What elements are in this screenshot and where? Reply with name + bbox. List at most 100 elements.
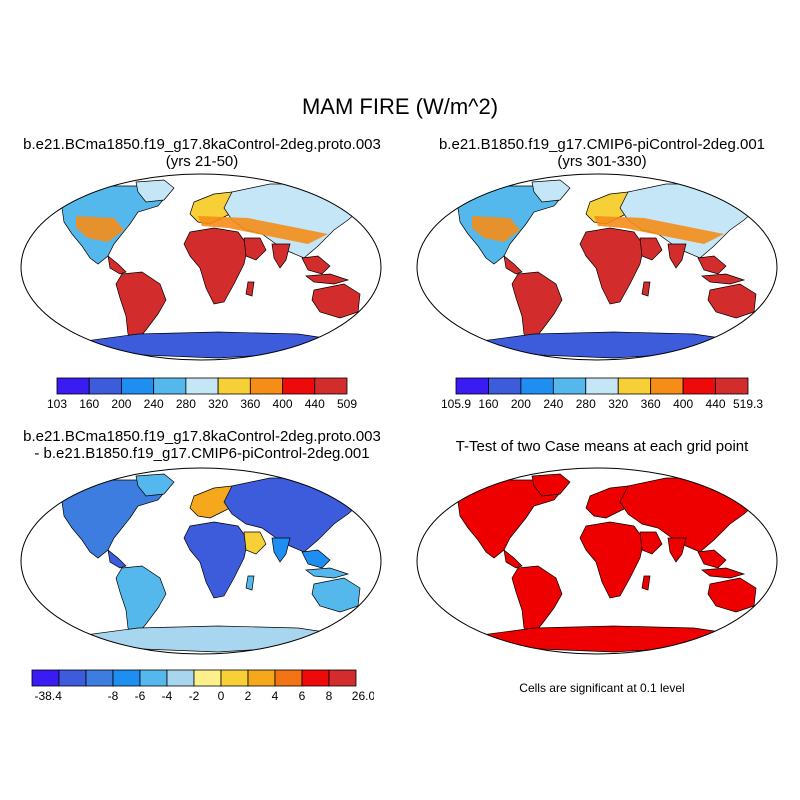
colorbar-tick-label: 440 (305, 397, 325, 411)
panel-title-bottom-left: b.e21.BCma1850.f19_g17.8kaControl-2deg.p… (0, 428, 404, 462)
map-bottom-left (20, 467, 382, 655)
land-australia (707, 283, 757, 319)
land-southeast-asia (697, 255, 727, 275)
land-southeast-asia (697, 549, 727, 569)
colorbar-swatch (301, 669, 330, 687)
colorbar-tick-label: -38.4 (35, 689, 63, 703)
colorbar-swatch (274, 669, 303, 687)
land-indonesia (305, 567, 350, 579)
panel-title-line1: b.e21.BCma1850.f19_g17.8kaControl-2deg.p… (23, 428, 381, 445)
land-arabia (243, 531, 267, 555)
panel-title-line1: b.e21.B1850.f19_g17.CMIP6-piControl-2deg… (438, 136, 766, 153)
significance-note: Cells are significant at 0.1 level (519, 681, 685, 695)
land-india (667, 243, 687, 269)
colorbar-tick-label: 509 (337, 397, 357, 411)
colorbar-swatch (682, 377, 716, 395)
colorbar-tick-label: 400 (273, 397, 293, 411)
colorbar-swatch (185, 377, 219, 395)
land-africa (183, 521, 249, 599)
map-border (20, 173, 382, 361)
colorbar-swatch (314, 377, 348, 395)
map-border (416, 467, 778, 655)
colorbar-tick-label: 440 (706, 397, 726, 411)
map-top-left (20, 173, 382, 361)
land-greenland (135, 473, 175, 497)
land-indonesia (701, 273, 746, 285)
colorbar-swatch (282, 377, 316, 395)
colorbar-swatch (217, 377, 251, 395)
colorbar-swatch (112, 669, 141, 687)
colorbar-tick-label: 320 (208, 397, 228, 411)
colorbar-swatch (220, 669, 249, 687)
colorbar-swatch (328, 669, 357, 687)
colorbar-top-left: 103 160 200 240 280 320 360 400 440 509 (47, 377, 357, 411)
land-india (271, 243, 291, 269)
land-greenland (135, 179, 175, 203)
colorbar-tick-label: 240 (543, 397, 563, 411)
land-greenland (531, 473, 571, 497)
warm-band (198, 216, 328, 244)
colorbar-swatch (166, 669, 195, 687)
colorbar-tick-label: 360 (240, 397, 260, 411)
colorbar-tick-label: 2 (245, 689, 252, 703)
colorbar-swatch (139, 669, 168, 687)
colorbar-tick-label: 26.08 (352, 689, 374, 703)
colorbar-tick-label: 103 (47, 397, 67, 411)
land-madagascar (245, 575, 255, 591)
panel-title-bottom-right: T-Test of two Case means at each grid po… (404, 438, 800, 455)
colorbar-tick-label: -2 (189, 689, 200, 703)
colorbar-tick-label: 8 (326, 689, 333, 703)
warm-band-na (472, 216, 520, 242)
colorbar-swatch (617, 377, 652, 395)
land-central-america (503, 255, 523, 275)
colorbar-swatch (488, 377, 522, 395)
panel-title-line1: T-Test of two Case means at each grid po… (455, 438, 749, 455)
land-madagascar (245, 281, 255, 297)
land-africa (579, 227, 645, 305)
land-central-america (107, 549, 127, 569)
colorbar-swatch (650, 377, 684, 395)
panel-title-line1: b.e21.BCma1850.f19_g17.8kaControl-2deg.p… (23, 136, 381, 153)
land-central-america (107, 255, 127, 275)
panel-title-line2: (yrs 301-330) (557, 153, 647, 170)
colorbar-swatch (58, 669, 87, 687)
colorbar-tick-label: -4 (162, 689, 173, 703)
colorbar-tick-label: 320 (608, 397, 628, 411)
colorbar-swatch (520, 377, 554, 395)
colorbar-top-right: 105.9 160 200 240 280 320 360 400 440 519.3 (441, 377, 763, 411)
panel-title-line2: - b.e21.B1850.f19_g17.CMIP6-piControl-2d… (34, 445, 370, 462)
land-indonesia (305, 273, 350, 285)
land-arabia (639, 531, 663, 555)
land-australia (311, 577, 361, 613)
land-southeast-asia (301, 549, 331, 569)
map-bottom-right (416, 467, 778, 655)
colorbar-swatch (585, 377, 619, 395)
colorbar-tick-label: 280 (176, 397, 196, 411)
land-africa (579, 521, 645, 599)
colorbar-tick-label: 160 (478, 397, 498, 411)
land-india (271, 537, 291, 563)
colorbar-tick-label: 519.3 (733, 397, 763, 411)
colorbar-tick-label: 0 (218, 689, 225, 703)
panel-title-top-left: b.e21.BCma1850.f19_g17.8kaControl-2deg.p… (0, 136, 404, 170)
colorbar-swatch (85, 669, 114, 687)
land-indonesia (701, 567, 746, 579)
land-madagascar (641, 575, 651, 591)
land-australia (311, 283, 361, 319)
land-arabia (243, 237, 267, 261)
colorbar-swatch (121, 377, 155, 395)
colorbar-tick-label: 200 (511, 397, 531, 411)
colorbar-swatch (56, 377, 90, 395)
land-australia (707, 577, 757, 613)
colorbar-tick-label: 400 (673, 397, 693, 411)
colorbar-tick-label: 4 (272, 689, 279, 703)
colorbar-tick-label: -6 (135, 689, 146, 703)
panel-title-line2: (yrs 21-50) (165, 153, 239, 170)
colorbar-swatch (153, 377, 187, 395)
colorbar-tick-label: 200 (111, 397, 131, 411)
colorbar-swatch (715, 377, 749, 395)
colorbar-tick-label: 280 (576, 397, 596, 411)
map-border (20, 467, 382, 655)
warm-band-na (76, 216, 124, 242)
map-top-right (416, 173, 778, 361)
